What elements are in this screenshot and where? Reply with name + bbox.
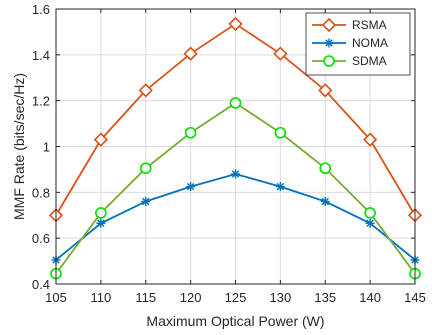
data-point-noma <box>320 197 330 206</box>
data-point-sdma <box>364 207 376 219</box>
data-point-noma <box>96 218 106 228</box>
y-tick-label: 1.2 <box>32 94 50 109</box>
legend-marker <box>323 55 335 67</box>
x-tick-label: 115 <box>135 290 156 305</box>
data-point-noma <box>186 182 196 192</box>
legend: RSMA NOMA SDMA <box>305 12 411 76</box>
x-tick-label: 135 <box>314 290 336 305</box>
data-point-noma <box>231 169 240 179</box>
legend-box <box>305 12 411 76</box>
data-point-noma <box>275 182 285 192</box>
x-tick-label: 120 <box>180 290 202 305</box>
x-tick-label: 110 <box>91 290 112 305</box>
x-tick-label: 130 <box>270 290 292 305</box>
data-point-sdma <box>274 126 287 139</box>
data-point-noma <box>141 197 151 206</box>
x-tick-label: 105 <box>45 290 67 305</box>
legend-marker <box>324 38 334 48</box>
data-point-rsma <box>362 132 378 147</box>
data-point-rsma <box>273 46 288 61</box>
y-tick-labels: 0.4 0.6 0.8 1 1.2 1.4 1.6 <box>32 2 50 292</box>
y-tick-label: 0.8 <box>32 185 50 200</box>
y-tick-label: 1 <box>43 140 50 155</box>
x-tick-label: 125 <box>225 290 247 305</box>
data-point-rsma <box>93 132 109 147</box>
data-point-sdma <box>95 207 107 219</box>
x-tick-labels: 105 110 115 120 125 130 135 140 145 <box>45 290 426 305</box>
data-point-rsma <box>138 83 153 98</box>
legend-item-noma: NOMA <box>312 36 388 50</box>
legend-label: RSMA <box>352 18 387 32</box>
x-axis-label: Maximum Optical Power (W) <box>146 313 324 329</box>
data-point-rsma <box>318 83 333 98</box>
legend-label: NOMA <box>352 36 388 50</box>
series-rsma <box>48 16 423 223</box>
legend-marker <box>321 17 337 33</box>
data-point-noma <box>365 218 375 228</box>
y-tick-label: 0.6 <box>32 231 50 246</box>
data-point-sdma <box>184 126 197 139</box>
data-point-rsma <box>228 16 243 32</box>
y-tick-label: 1.4 <box>32 48 50 63</box>
data-point-rsma <box>183 46 198 61</box>
legend-item-sdma: SDMA <box>312 54 387 68</box>
data-point-sdma <box>319 162 332 175</box>
data-point-sdma <box>139 162 152 175</box>
legend-item-rsma: RSMA <box>312 17 387 33</box>
y-tick-label: 1.6 <box>32 2 50 17</box>
data-point-sdma <box>229 97 242 109</box>
y-tick-label: 0.4 <box>32 277 50 292</box>
x-tick-label: 145 <box>404 290 426 305</box>
axis-ticks <box>55 8 416 285</box>
x-tick-label: 140 <box>359 290 381 305</box>
y-axis-label: MMF Rate (bits/sec/Hz) <box>11 73 27 220</box>
legend-label: SDMA <box>352 54 387 68</box>
